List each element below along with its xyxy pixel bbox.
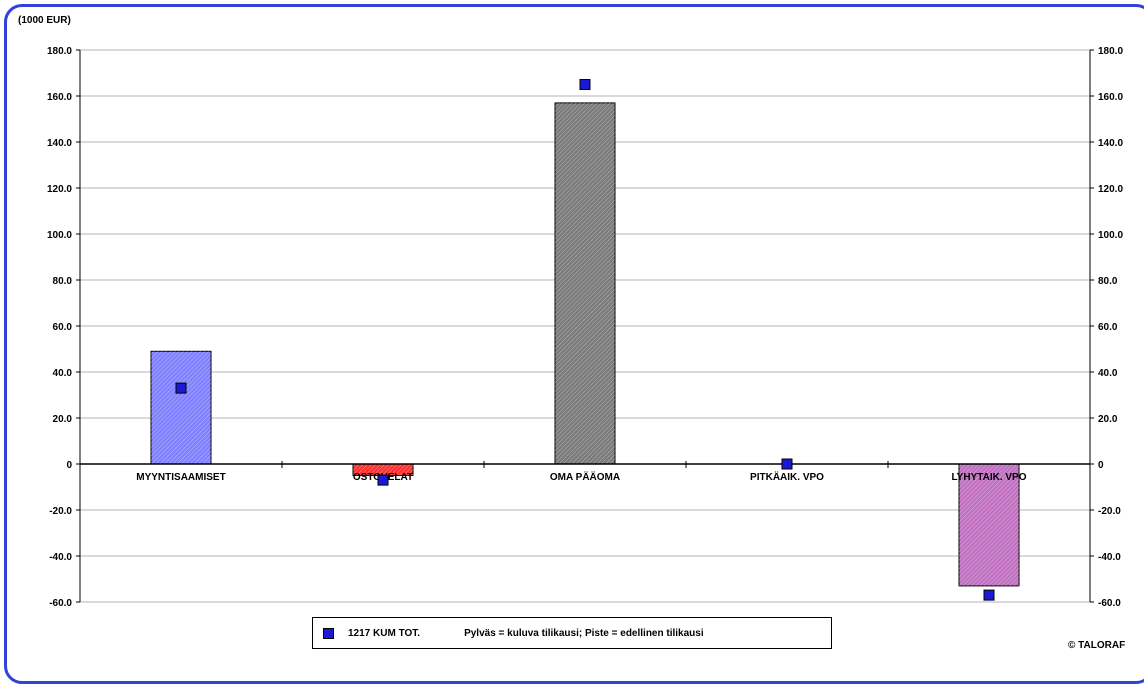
y-tick-label-left: 0	[66, 460, 72, 471]
y-tick-label-right: 140.0	[1098, 138, 1123, 149]
y-tick-label-left: 180.0	[47, 46, 72, 57]
y-tick-label-right: 100.0	[1098, 230, 1123, 241]
legend-description: Pylväs = kuluva tilikausi; Piste = edell…	[464, 627, 704, 639]
x-tick-label: LYHYTAIK. VPO	[951, 472, 1026, 483]
y-tick-label-right: 0	[1098, 460, 1104, 471]
credit-label: © TALORAF	[1068, 640, 1126, 651]
data-point	[579, 79, 591, 90]
data-point	[781, 458, 793, 470]
bar-hatch	[959, 464, 1019, 586]
chart-plot: 180.0 180.0 160.0 160.0 140.0 140.0 120.0 120.0…	[47, 46, 1123, 609]
bar-hatch	[555, 102, 615, 465]
data-point	[175, 382, 187, 394]
legend: 1217 KUM TOT. Pylväs = kuluva tilikausi;…	[312, 617, 832, 649]
y-tick-label-left: 20.0	[53, 414, 73, 425]
y-tick-label-left: -60.0	[49, 598, 72, 609]
y-tick-label-left: -40.0	[49, 552, 72, 563]
y-tick-label-right: 120.0	[1098, 184, 1123, 195]
y-tick-label-right: 60.0	[1098, 322, 1118, 333]
y-tick-label-left: 160.0	[47, 92, 72, 103]
x-tick-label: MYYNTISAAMISET	[136, 472, 225, 483]
y-tick-label-left: 80.0	[53, 276, 73, 287]
y-tick-label-right: 180.0	[1098, 46, 1123, 57]
y-tick-label-right: 80.0	[1098, 276, 1118, 287]
bar-hatch	[353, 464, 413, 476]
y-tick-label-right: 160.0	[1098, 92, 1123, 103]
bar-hatch	[151, 351, 211, 464]
y-tick-label-left: -20.0	[49, 506, 72, 517]
y-tick-label-right: 20.0	[1098, 414, 1118, 425]
y-tick-label-left: 40.0	[53, 368, 73, 379]
data-point	[377, 474, 389, 486]
y-tick-label-right: -20.0	[1098, 506, 1121, 517]
x-tick-label: OMA PÄÄOMA	[550, 470, 620, 483]
y-tick-label-left: 140.0	[47, 138, 72, 149]
legend-series-label: 1217 KUM TOT.	[348, 627, 421, 639]
y-tick-label-right: -60.0	[1098, 598, 1121, 609]
x-tick-label: PITKÄAIK. VPO	[750, 470, 824, 483]
y-tick-label-right: 40.0	[1098, 368, 1118, 379]
y-tick-label-left: 60.0	[53, 322, 73, 333]
legend-marker-icon	[323, 627, 334, 639]
unit-label: (1000 EUR)	[18, 15, 71, 26]
y-tick-label-left: 100.0	[47, 230, 72, 241]
data-point	[983, 589, 995, 601]
y-tick-label-right: -40.0	[1098, 552, 1121, 563]
y-tick-label-left: 120.0	[47, 184, 72, 195]
